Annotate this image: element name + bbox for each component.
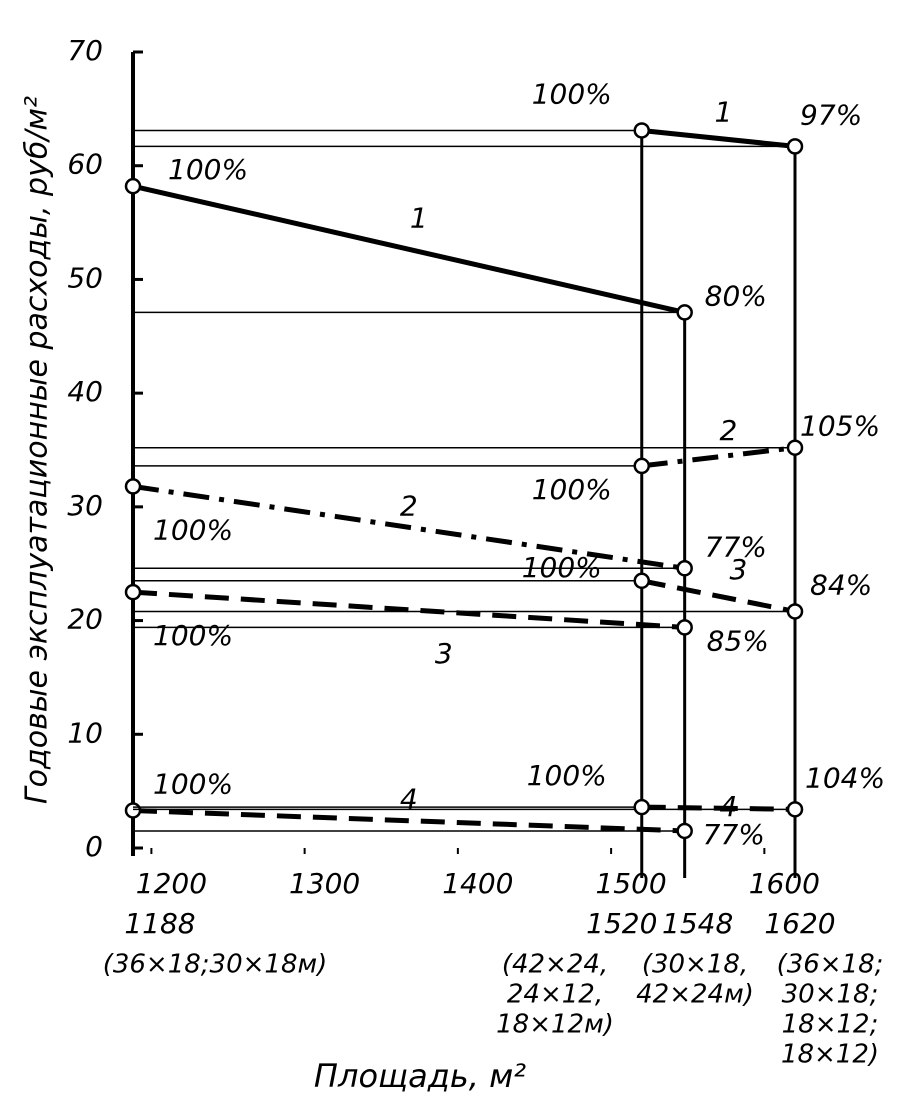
value-label: 100% xyxy=(153,767,233,800)
value-label: 80% xyxy=(705,279,767,312)
series-name: 2 xyxy=(400,489,418,522)
series-line xyxy=(641,804,796,812)
series-name: 1 xyxy=(410,201,428,234)
y-tick-label: 30 xyxy=(67,489,103,522)
series-name: 1 xyxy=(714,95,732,128)
data-point xyxy=(633,572,651,590)
data-point xyxy=(676,304,693,321)
value-label: 85% xyxy=(707,624,769,657)
series-line xyxy=(641,445,796,469)
value-label: 100% xyxy=(532,77,612,110)
data-point xyxy=(633,122,651,139)
data-point xyxy=(676,560,693,577)
series-line xyxy=(641,578,796,614)
x-mark-note: (36×18; xyxy=(777,950,884,980)
y-tick-label: 40 xyxy=(67,375,103,408)
data-point xyxy=(124,802,142,819)
value-label: 100% xyxy=(527,759,607,792)
x-mark-note: (36×18;30×18м) xyxy=(103,950,328,980)
x-tick-label: 1200 xyxy=(136,867,207,900)
x-tick-label: 1500 xyxy=(595,867,666,900)
series-name: 3 xyxy=(729,553,747,586)
data-point xyxy=(676,822,693,840)
x-mark-label: 1548 xyxy=(662,907,733,940)
x-mark-note: 42×24м) xyxy=(636,980,754,1010)
data-point xyxy=(124,177,142,195)
value-label: 77% xyxy=(703,818,765,851)
y-tick-label: 20 xyxy=(67,603,103,636)
x-mark-label: 1520 xyxy=(586,907,657,940)
series-name: 3 xyxy=(435,637,453,670)
y-tick-label: 60 xyxy=(67,148,103,181)
value-label: 100% xyxy=(522,551,602,584)
value-label: 105% xyxy=(800,410,880,443)
x-mark-label: 1188 xyxy=(124,907,195,940)
x-tick-label: 1300 xyxy=(289,867,360,900)
series-line xyxy=(132,589,685,630)
data-point xyxy=(124,478,142,495)
value-label: 97% xyxy=(800,98,862,131)
y-axis-label: Годовые эксплуатационные расходы, руб/м² xyxy=(20,96,55,804)
y-tick-label: 10 xyxy=(67,716,103,749)
data-point xyxy=(786,603,804,620)
y-tick-label: 70 xyxy=(67,34,103,67)
value-label: 100% xyxy=(153,619,233,652)
y-tick-label: 0 xyxy=(85,830,103,863)
data-point xyxy=(786,439,804,456)
y-tick-label: 50 xyxy=(67,261,103,294)
value-label: 100% xyxy=(532,473,612,506)
series-name: 2 xyxy=(719,414,737,447)
data-point xyxy=(786,138,804,155)
x-tick-label: 1400 xyxy=(442,867,513,900)
value-label: 84% xyxy=(810,568,872,601)
x-mark-note: 18×12) xyxy=(781,1040,879,1070)
value-label: 104% xyxy=(805,761,885,794)
x-mark-note: 18×12; xyxy=(782,1010,879,1040)
x-mark-note: 24×12, xyxy=(507,980,603,1010)
data-point xyxy=(633,798,651,816)
x-mark-note: (30×18, xyxy=(642,950,748,980)
data-point xyxy=(786,801,804,818)
x-axis-label: Площадь, м² xyxy=(314,1057,526,1095)
value-label: 100% xyxy=(168,153,248,186)
x-tick-label: 1600 xyxy=(749,867,820,900)
series-line xyxy=(132,807,685,834)
x-mark-note: 18×12м) xyxy=(496,1010,614,1040)
data-point xyxy=(124,583,142,601)
data-point xyxy=(676,619,693,636)
value-label: 77% xyxy=(705,530,767,563)
series-line xyxy=(641,127,796,149)
series-name: 4 xyxy=(400,783,418,816)
series-name: 4 xyxy=(719,790,737,823)
data-point xyxy=(633,457,651,475)
x-mark-note: 30×18; xyxy=(782,980,879,1010)
series-line xyxy=(132,483,686,571)
series-line xyxy=(132,183,686,315)
x-mark-note: (42×24, xyxy=(502,950,608,980)
value-label: 100% xyxy=(153,513,233,546)
x-mark-label: 1620 xyxy=(764,907,835,940)
